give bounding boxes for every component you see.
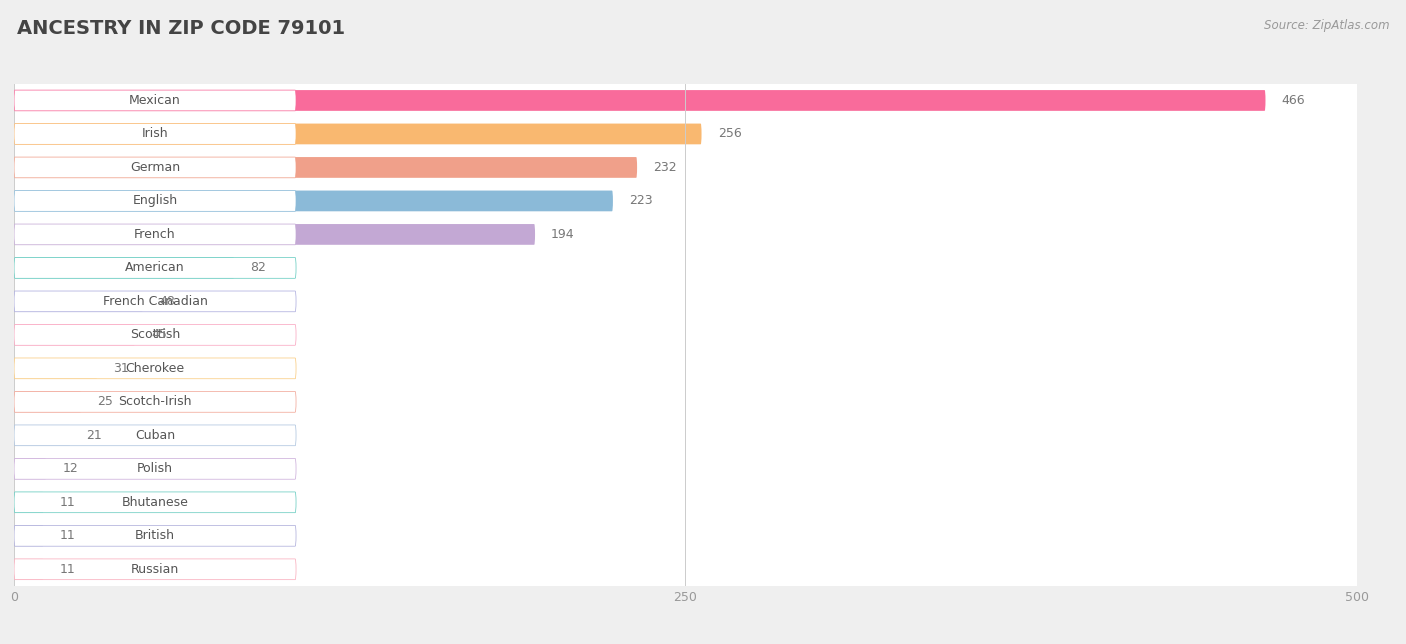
- FancyBboxPatch shape: [14, 425, 70, 446]
- Text: 11: 11: [59, 529, 76, 542]
- FancyBboxPatch shape: [14, 526, 44, 546]
- Text: 466: 466: [1282, 94, 1305, 107]
- Text: Irish: Irish: [142, 128, 169, 140]
- Text: 232: 232: [654, 161, 676, 174]
- FancyBboxPatch shape: [14, 285, 1357, 318]
- FancyBboxPatch shape: [14, 559, 44, 580]
- FancyBboxPatch shape: [14, 124, 702, 144]
- FancyBboxPatch shape: [14, 291, 143, 312]
- FancyBboxPatch shape: [14, 84, 1357, 117]
- FancyBboxPatch shape: [14, 392, 297, 412]
- FancyBboxPatch shape: [14, 419, 1357, 452]
- FancyBboxPatch shape: [14, 358, 297, 379]
- FancyBboxPatch shape: [14, 526, 297, 546]
- Text: Cuban: Cuban: [135, 429, 176, 442]
- FancyBboxPatch shape: [14, 258, 235, 278]
- FancyBboxPatch shape: [14, 486, 1357, 519]
- FancyBboxPatch shape: [14, 325, 135, 345]
- Text: 11: 11: [59, 563, 76, 576]
- FancyBboxPatch shape: [14, 459, 46, 479]
- FancyBboxPatch shape: [14, 291, 297, 312]
- FancyBboxPatch shape: [14, 425, 297, 446]
- Text: Mexican: Mexican: [129, 94, 181, 107]
- Text: French Canadian: French Canadian: [103, 295, 208, 308]
- FancyBboxPatch shape: [14, 385, 1357, 419]
- FancyBboxPatch shape: [14, 318, 1357, 352]
- Text: 223: 223: [628, 194, 652, 207]
- FancyBboxPatch shape: [14, 90, 297, 111]
- FancyBboxPatch shape: [14, 184, 1357, 218]
- FancyBboxPatch shape: [14, 191, 613, 211]
- Text: 31: 31: [114, 362, 129, 375]
- Text: 25: 25: [97, 395, 114, 408]
- Text: ANCESTRY IN ZIP CODE 79101: ANCESTRY IN ZIP CODE 79101: [17, 19, 344, 39]
- Text: Source: ZipAtlas.com: Source: ZipAtlas.com: [1264, 19, 1389, 32]
- Text: 82: 82: [250, 261, 266, 274]
- Text: Scottish: Scottish: [129, 328, 180, 341]
- Text: Bhutanese: Bhutanese: [121, 496, 188, 509]
- FancyBboxPatch shape: [14, 492, 297, 513]
- FancyBboxPatch shape: [14, 157, 637, 178]
- FancyBboxPatch shape: [14, 157, 297, 178]
- Text: Scotch-Irish: Scotch-Irish: [118, 395, 191, 408]
- FancyBboxPatch shape: [14, 459, 297, 479]
- FancyBboxPatch shape: [14, 191, 297, 211]
- FancyBboxPatch shape: [14, 218, 1357, 251]
- FancyBboxPatch shape: [14, 452, 1357, 486]
- Text: Polish: Polish: [136, 462, 173, 475]
- FancyBboxPatch shape: [14, 124, 297, 144]
- Text: 256: 256: [717, 128, 741, 140]
- Text: British: British: [135, 529, 174, 542]
- FancyBboxPatch shape: [14, 258, 297, 278]
- Text: English: English: [132, 194, 177, 207]
- Text: 21: 21: [87, 429, 103, 442]
- Text: Cherokee: Cherokee: [125, 362, 184, 375]
- FancyBboxPatch shape: [14, 553, 1357, 586]
- Text: 48: 48: [159, 295, 174, 308]
- Text: 45: 45: [150, 328, 167, 341]
- Text: 11: 11: [59, 496, 76, 509]
- Text: 12: 12: [62, 462, 79, 475]
- FancyBboxPatch shape: [14, 358, 97, 379]
- Text: American: American: [125, 261, 184, 274]
- FancyBboxPatch shape: [14, 325, 297, 345]
- Text: 194: 194: [551, 228, 575, 241]
- Text: Russian: Russian: [131, 563, 179, 576]
- FancyBboxPatch shape: [14, 392, 82, 412]
- FancyBboxPatch shape: [14, 117, 1357, 151]
- FancyBboxPatch shape: [14, 519, 1357, 553]
- FancyBboxPatch shape: [14, 492, 44, 513]
- FancyBboxPatch shape: [14, 224, 536, 245]
- FancyBboxPatch shape: [14, 352, 1357, 385]
- FancyBboxPatch shape: [14, 224, 297, 245]
- FancyBboxPatch shape: [14, 90, 1265, 111]
- Text: German: German: [129, 161, 180, 174]
- FancyBboxPatch shape: [14, 559, 297, 580]
- FancyBboxPatch shape: [14, 151, 1357, 184]
- Text: French: French: [134, 228, 176, 241]
- FancyBboxPatch shape: [14, 251, 1357, 285]
